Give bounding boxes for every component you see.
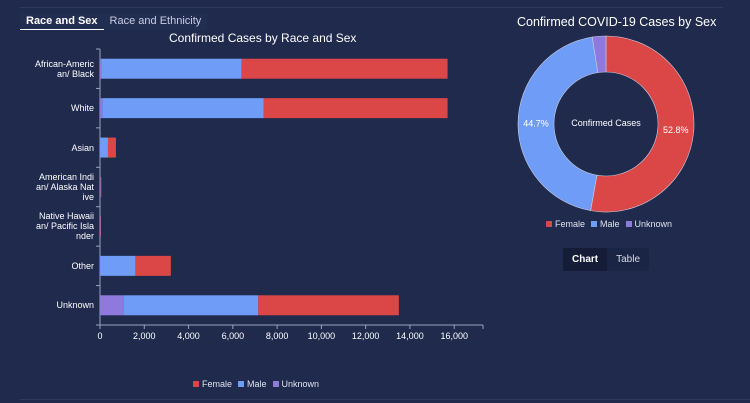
x-tick-label: 0 — [97, 331, 102, 341]
tab-race-and-sex[interactable]: Race and Sex — [20, 13, 104, 30]
bar-male — [100, 137, 108, 158]
top-divider — [20, 7, 723, 8]
donut-slice-unknown — [591, 35, 607, 73]
bar-female — [263, 98, 448, 119]
legend-male[interactable]: Male — [238, 379, 267, 389]
bar-female — [107, 137, 116, 158]
bar-unknown — [100, 58, 102, 79]
legend-label: Unknown — [281, 379, 320, 389]
x-tick-label: 12,000 — [352, 331, 380, 341]
donut-data-label: 52.8% — [663, 125, 689, 135]
category-label: Asian — [71, 142, 94, 153]
legend-female[interactable]: Female — [193, 379, 232, 389]
bottom-divider — [20, 399, 750, 400]
tab-race-and-ethnicity[interactable]: Race and Ethnicity — [109, 15, 202, 27]
x-tick-label: 6,000 — [222, 331, 245, 341]
legend-unknown[interactable]: Unknown — [272, 379, 320, 389]
table-view-button[interactable]: Table — [616, 254, 641, 265]
bar-female — [100, 177, 102, 197]
x-tick-label: 2,000 — [133, 331, 156, 341]
legend-unknown[interactable]: Unknown — [625, 219, 673, 229]
tab-bar: Race and Sex Race and Ethnicity — [20, 13, 208, 30]
legend-label: Male — [600, 219, 620, 229]
legend-label: Female — [202, 379, 233, 389]
bar-female — [135, 255, 171, 276]
category-label: Native Hawaiian/ Pacific Islander — [35, 211, 94, 242]
legend-label: Female — [555, 219, 586, 229]
bar-female — [258, 295, 399, 316]
donut-chart-title: Confirmed COVID-19 Cases by Sex — [517, 15, 717, 29]
legend-female[interactable]: Female — [546, 219, 585, 229]
donut-data-label: 44.7% — [523, 118, 549, 128]
bar-male — [100, 177, 101, 197]
bar-male — [102, 98, 264, 119]
bar-male — [100, 216, 101, 237]
donut-center-label: Confirmed Cases — [571, 118, 641, 128]
category-label: Unknown — [56, 300, 94, 311]
bar-male — [100, 255, 136, 276]
bar-unknown — [100, 98, 103, 119]
view-toggle: Chart Table — [563, 248, 650, 271]
chart-view-button[interactable]: Chart — [563, 248, 608, 271]
bar-male — [123, 295, 259, 316]
x-tick-label: 14,000 — [396, 331, 424, 341]
x-tick-label: 8,000 — [266, 331, 289, 341]
donut-slice-male — [517, 36, 599, 211]
category-label: Other — [71, 260, 94, 271]
donut-slice-female — [590, 35, 695, 213]
bar-unknown — [100, 255, 101, 276]
bar-chart-title: Confirmed Cases by Race and Sex — [169, 31, 357, 45]
category-label: White — [70, 103, 94, 114]
bar-legend: Female Male Unknown — [193, 379, 319, 389]
bar-female — [100, 216, 101, 237]
x-tick-label: 4,000 — [177, 331, 200, 341]
bar-male — [101, 58, 242, 79]
category-label: African-American/ Black — [34, 58, 94, 79]
legend-label: Unknown — [634, 219, 673, 229]
x-tick-label: 16,000 — [440, 331, 468, 341]
donut-legend: Female Male Unknown — [546, 219, 672, 229]
legend-male[interactable]: Male — [591, 219, 620, 229]
x-tick-label: 10,000 — [308, 331, 336, 341]
bar-unknown — [100, 295, 124, 316]
bar-female — [241, 58, 448, 79]
category-label: American Indian/ Alaska Native — [35, 172, 94, 202]
legend-label: Male — [247, 379, 267, 389]
